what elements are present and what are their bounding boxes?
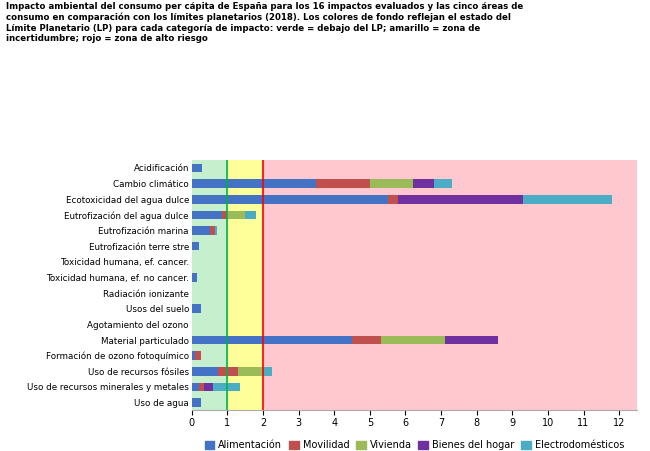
Bar [222, 211, 227, 219]
Bar [317, 179, 370, 188]
Bar [195, 351, 201, 360]
Bar [192, 398, 201, 407]
Bar [352, 336, 380, 344]
Bar [398, 195, 523, 203]
Bar [192, 336, 352, 344]
Bar [192, 160, 228, 410]
Bar [192, 226, 209, 235]
Bar [199, 382, 204, 391]
Bar [218, 367, 238, 376]
Bar [192, 242, 199, 250]
Bar [380, 336, 445, 344]
Bar [192, 382, 199, 391]
Bar [263, 160, 637, 410]
Bar [215, 226, 216, 235]
Bar [192, 195, 387, 203]
Bar [413, 179, 434, 188]
Bar [227, 211, 245, 219]
Bar [445, 336, 498, 344]
Bar [523, 195, 612, 203]
Bar [192, 367, 218, 376]
Bar [192, 164, 202, 172]
Bar [263, 367, 272, 376]
Bar [238, 367, 263, 376]
Bar [387, 195, 398, 203]
Legend: Alimentación, Movilidad, Vivienda, Bienes del hogar, Electrodomésticos: Alimentación, Movilidad, Vivienda, Biene… [201, 437, 628, 451]
Bar [209, 226, 215, 235]
Bar [192, 179, 317, 188]
Text: Impacto ambiental del consumo per cápita de España para los 16 impactos evaluado: Impacto ambiental del consumo per cápita… [6, 2, 524, 43]
Bar [370, 179, 413, 188]
Bar [204, 382, 213, 391]
Bar [192, 304, 201, 313]
Bar [192, 273, 197, 282]
Bar [227, 160, 263, 410]
Bar [192, 211, 222, 219]
Bar [245, 211, 256, 219]
Bar [434, 179, 452, 188]
Bar [192, 351, 195, 360]
Bar [213, 382, 240, 391]
